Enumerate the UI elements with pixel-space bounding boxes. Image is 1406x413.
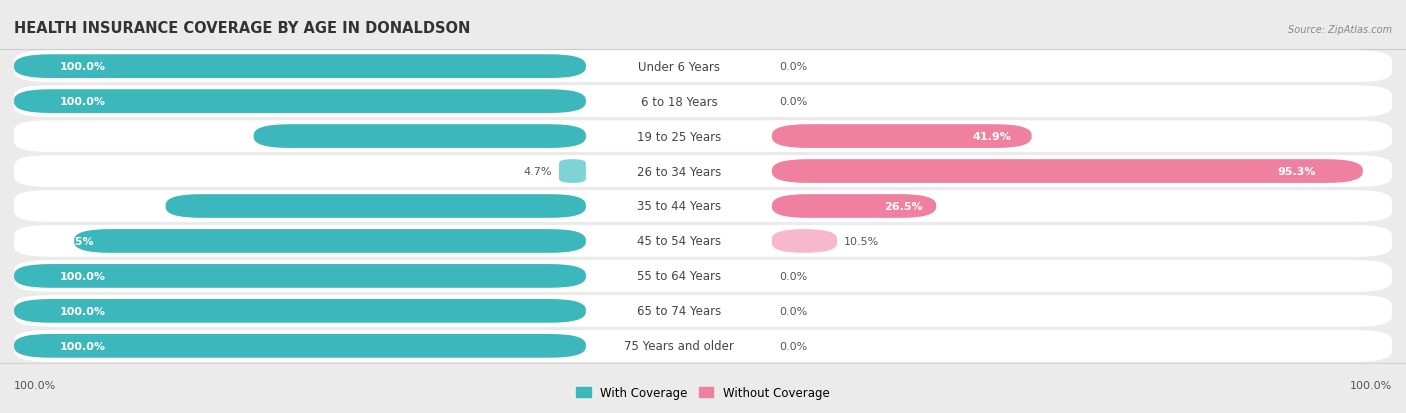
FancyBboxPatch shape	[75, 230, 586, 253]
Text: 45 to 54 Years: 45 to 54 Years	[637, 235, 721, 248]
Text: 26.5%: 26.5%	[884, 202, 924, 211]
Text: HEALTH INSURANCE COVERAGE BY AGE IN DONALDSON: HEALTH INSURANCE COVERAGE BY AGE IN DONA…	[14, 21, 471, 36]
FancyBboxPatch shape	[772, 160, 1362, 183]
Text: 0.0%: 0.0%	[779, 97, 807, 107]
Text: 58.1%: 58.1%	[41, 132, 79, 142]
Text: 35 to 44 Years: 35 to 44 Years	[637, 200, 721, 213]
Text: 0.0%: 0.0%	[779, 341, 807, 351]
Text: 100.0%: 100.0%	[60, 62, 105, 72]
Text: 89.5%: 89.5%	[55, 236, 94, 247]
Text: 73.5%: 73.5%	[48, 202, 86, 211]
FancyBboxPatch shape	[14, 334, 586, 358]
FancyBboxPatch shape	[14, 55, 586, 79]
Text: 55 to 64 Years: 55 to 64 Years	[637, 270, 721, 283]
Text: 100.0%: 100.0%	[1350, 380, 1392, 390]
FancyBboxPatch shape	[14, 295, 1392, 327]
Text: Under 6 Years: Under 6 Years	[638, 61, 720, 74]
Text: 0.0%: 0.0%	[779, 306, 807, 316]
Text: 4.7%: 4.7%	[523, 166, 553, 177]
Text: 75 Years and older: 75 Years and older	[624, 339, 734, 352]
FancyBboxPatch shape	[14, 90, 586, 114]
FancyBboxPatch shape	[253, 125, 586, 149]
FancyBboxPatch shape	[166, 195, 586, 218]
Text: 100.0%: 100.0%	[60, 97, 105, 107]
Text: 0.0%: 0.0%	[779, 271, 807, 281]
FancyBboxPatch shape	[560, 160, 586, 183]
FancyBboxPatch shape	[14, 86, 1392, 118]
Text: 10.5%: 10.5%	[844, 236, 879, 247]
FancyBboxPatch shape	[14, 51, 1392, 83]
Text: 6 to 18 Years: 6 to 18 Years	[641, 95, 717, 108]
Text: 100.0%: 100.0%	[14, 380, 56, 390]
FancyBboxPatch shape	[14, 156, 1392, 188]
Text: 26 to 34 Years: 26 to 34 Years	[637, 165, 721, 178]
Text: 100.0%: 100.0%	[60, 306, 105, 316]
Text: 95.3%: 95.3%	[1277, 166, 1316, 177]
FancyBboxPatch shape	[14, 264, 586, 288]
FancyBboxPatch shape	[14, 191, 1392, 222]
Text: 19 to 25 Years: 19 to 25 Years	[637, 130, 721, 143]
FancyBboxPatch shape	[772, 125, 1032, 149]
FancyBboxPatch shape	[772, 195, 936, 218]
FancyBboxPatch shape	[772, 230, 837, 253]
FancyBboxPatch shape	[14, 299, 586, 323]
Legend: With Coverage, Without Coverage: With Coverage, Without Coverage	[572, 382, 834, 404]
Text: 41.9%: 41.9%	[972, 132, 1011, 142]
FancyBboxPatch shape	[14, 261, 1392, 292]
Text: 100.0%: 100.0%	[60, 341, 105, 351]
FancyBboxPatch shape	[14, 330, 1392, 362]
Text: 65 to 74 Years: 65 to 74 Years	[637, 305, 721, 318]
Text: 0.0%: 0.0%	[779, 62, 807, 72]
FancyBboxPatch shape	[14, 225, 1392, 257]
Text: Source: ZipAtlas.com: Source: ZipAtlas.com	[1288, 25, 1392, 35]
FancyBboxPatch shape	[14, 121, 1392, 152]
Text: 100.0%: 100.0%	[60, 271, 105, 281]
